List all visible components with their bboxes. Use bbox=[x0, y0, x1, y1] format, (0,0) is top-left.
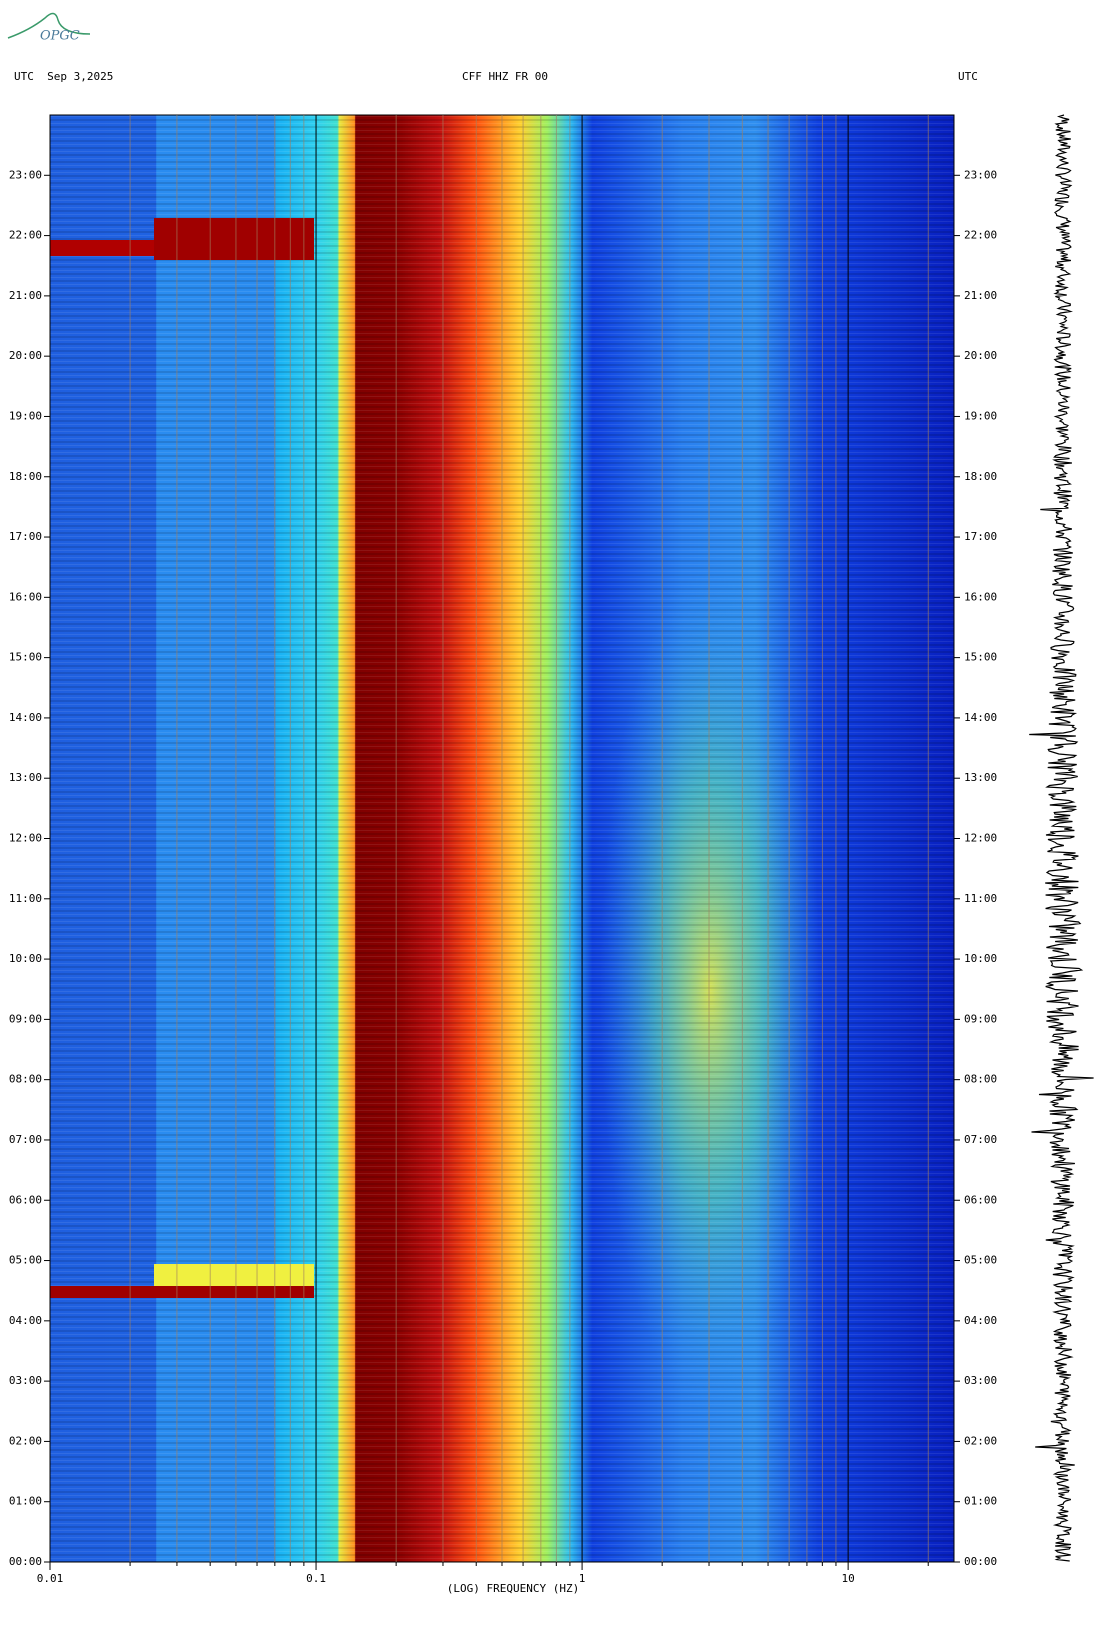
x-tick-label: 0.01 bbox=[37, 1572, 64, 1585]
y-tick-label-left: 07:00 bbox=[9, 1133, 42, 1146]
logo: OPGC bbox=[7, 12, 91, 44]
y-tick-label-left: 10:00 bbox=[9, 952, 42, 965]
y-tick-label-left: 09:00 bbox=[9, 1012, 42, 1025]
x-tick-label: 10 bbox=[842, 1572, 855, 1585]
y-tick-label-right: 09:00 bbox=[964, 1012, 997, 1025]
chart-title: CFF HHZ FR 00 bbox=[462, 70, 548, 83]
y-tick-label-left: 06:00 bbox=[9, 1193, 42, 1206]
y-tick-label-right: 12:00 bbox=[964, 832, 997, 845]
y-tick-label-left: 12:00 bbox=[9, 832, 42, 845]
y-tick-label-left: 19:00 bbox=[9, 409, 42, 422]
y-tick-label-left: 18:00 bbox=[9, 470, 42, 483]
y-tick-label-left: 20:00 bbox=[9, 349, 42, 362]
y-tick-label-right: 10:00 bbox=[964, 952, 997, 965]
x-axis-label: (LOG) FREQUENCY (HZ) bbox=[447, 1582, 579, 1595]
y-tick-label-right: 23:00 bbox=[964, 168, 997, 181]
y-tick-label-left: 23:00 bbox=[9, 168, 42, 181]
y-tick-label-right: 21:00 bbox=[964, 289, 997, 302]
y-tick-label-right: 17:00 bbox=[964, 530, 997, 543]
y-tick-label-left: 11:00 bbox=[9, 892, 42, 905]
y-tick-label-right: 07:00 bbox=[964, 1133, 997, 1146]
y-tick-label-left: 02:00 bbox=[9, 1434, 42, 1447]
y-tick-label-right: 08:00 bbox=[964, 1073, 997, 1086]
y-tick-label-right: 03:00 bbox=[964, 1374, 997, 1387]
seismogram bbox=[1029, 114, 1094, 1562]
y-tick-label-left: 16:00 bbox=[9, 590, 42, 603]
y-tick-label-right: 14:00 bbox=[964, 711, 997, 724]
logo-text: OPGC bbox=[40, 29, 80, 44]
y-tick-label-right: 18:00 bbox=[964, 470, 997, 483]
y-tick-label-left: 00:00 bbox=[9, 1555, 42, 1568]
y-tick-label-right: 19:00 bbox=[964, 409, 997, 422]
y-tick-label-right: 16:00 bbox=[964, 590, 997, 603]
y-tick-label-left: 08:00 bbox=[9, 1073, 42, 1086]
y-tick-label-left: 05:00 bbox=[9, 1254, 42, 1267]
y-tick-label-right: 11:00 bbox=[964, 892, 997, 905]
event-band bbox=[50, 240, 154, 256]
y-tick-label-right: 13:00 bbox=[964, 771, 997, 784]
y-tick-label-right: 01:00 bbox=[964, 1495, 997, 1508]
x-tick-label: 0.1 bbox=[306, 1572, 326, 1585]
x-tick-label: 1 bbox=[579, 1572, 586, 1585]
y-tick-label-left: 15:00 bbox=[9, 651, 42, 664]
y-tick-label-right: 20:00 bbox=[964, 349, 997, 362]
y-tick-label-left: 17:00 bbox=[9, 530, 42, 543]
right-header: UTC bbox=[958, 70, 978, 83]
left-header: UTC Sep 3,2025 bbox=[14, 70, 113, 83]
y-tick-label-left: 04:00 bbox=[9, 1314, 42, 1327]
y-tick-label-left: 01:00 bbox=[9, 1495, 42, 1508]
y-tick-label-right: 04:00 bbox=[964, 1314, 997, 1327]
y-tick-label-right: 22:00 bbox=[964, 229, 997, 242]
y-tick-label-left: 03:00 bbox=[9, 1374, 42, 1387]
y-tick-label-right: 00:00 bbox=[964, 1555, 997, 1568]
seismogram-trace bbox=[1029, 114, 1094, 1562]
y-tick-label-right: 05:00 bbox=[964, 1254, 997, 1267]
event-band bbox=[50, 1286, 314, 1298]
y-tick-label-left: 21:00 bbox=[9, 289, 42, 302]
event-band bbox=[154, 218, 314, 260]
y-tick-label-right: 06:00 bbox=[964, 1193, 997, 1206]
y-tick-label-left: 13:00 bbox=[9, 771, 42, 784]
y-tick-label-right: 15:00 bbox=[964, 651, 997, 664]
y-tick-label-left: 14:00 bbox=[9, 711, 42, 724]
y-tick-label-right: 02:00 bbox=[964, 1434, 997, 1447]
y-tick-label-left: 22:00 bbox=[9, 229, 42, 242]
